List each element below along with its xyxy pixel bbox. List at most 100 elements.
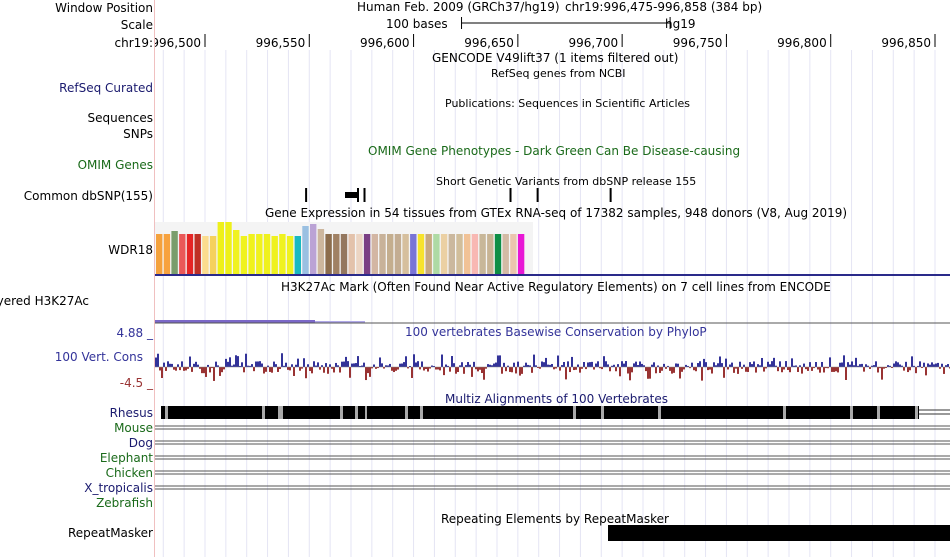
phylop-positive [567,361,569,367]
phylop-positive [841,362,843,367]
phylop-positive [633,363,635,367]
chicken-label[interactable]: Chicken [105,466,153,480]
phylop-negative [327,367,329,374]
phylop-positive [587,362,589,367]
window-position-label: Window Position [55,1,153,15]
omim-track-title[interactable]: OMIM Gene Phenotypes - Dark Green Can Be… [368,144,741,158]
phylop-negative [161,367,163,378]
phylop-positive [859,364,861,367]
phylop-negative [511,367,513,373]
phylop-negative [299,367,301,371]
phylop-positive [899,364,901,367]
refseq-track-label[interactable]: RefSeq Curated [59,81,153,95]
snps-track-label[interactable]: SNPs [123,127,153,141]
track-image[interactable]: Human Feb. 2009 (GRCh37/hg19) chr19:996,… [155,0,950,557]
zebrafish-label[interactable]: Zebrafish [96,496,153,510]
phylop-positive [809,362,811,367]
h3k27ac-track-label[interactable]: Layered H3K27Ac [0,294,89,308]
phylop-negative [305,367,307,379]
h3k27ac-track-title[interactable]: H3K27Ac Mark (Often Found Near Active Re… [281,280,831,294]
phylop-positive [207,364,209,367]
phylop-positive [347,361,349,367]
phylop-negative [323,367,325,373]
dbsnp-track-label[interactable]: Common dbSNP(155) [23,189,153,203]
phylop-track-title[interactable]: 100 vertebrates Basewise Conservation by… [405,325,707,339]
phylop-negative [737,367,739,374]
phylop-positive [913,365,915,367]
phylop-negative [455,367,457,374]
phylop-negative [881,367,883,380]
phylop-negative [837,367,839,373]
track-labels: Window Position Scale chr19: RefSeq Cura… [0,0,153,557]
cons-track-label[interactable]: 100 Vert. Cons [54,350,143,364]
phylop-positive [861,363,863,367]
dbsnp-track-title[interactable]: Short Genetic Variants from dbSNP releas… [436,175,697,188]
ruler-label: 996,500 [155,36,201,50]
phylop-negative [689,367,691,369]
phylop-positive [719,356,721,367]
publications-track-title[interactable]: Publications: Sequences in Scientific Ar… [445,97,690,110]
multiz-track-title[interactable]: Multiz Alignments of 100 Vertebrates [445,392,669,406]
gtex-tissue-bar [348,234,355,274]
gtex-tissue-bar [156,234,163,274]
gtex-tissue-bar [240,236,248,274]
gtex-tissue-bar [487,234,494,274]
phylop-negative [481,367,483,374]
gtex-tissue-bar [286,236,294,274]
repeatmasker-track-label[interactable]: RepeatMasker [67,526,153,540]
phylop-positive [545,357,547,367]
sequences-track-label[interactable]: Sequences [87,111,153,125]
phylop-positive [255,361,257,367]
phylop-negative [505,367,507,372]
elephant-label[interactable]: Elephant [99,451,153,465]
phylop-positive [873,365,875,367]
phylop-negative [425,367,427,370]
xtropicalis-label[interactable]: X_tropicalis [84,481,153,495]
phylop-positive [761,357,763,367]
phylop-positive [527,364,529,367]
phylop-positive [911,356,913,367]
phylop-negative [777,367,779,372]
gtex-tissue-bar [310,224,317,274]
phylop-negative [619,367,621,377]
phylop-positive [355,363,357,367]
mouse-label[interactable]: Mouse [114,421,153,435]
gtex-tissue-bar [186,234,194,274]
phylop-positive [189,356,191,367]
gtex-tissue-bar [302,226,309,274]
phylop-positive [353,363,355,367]
omim-track-label[interactable]: OMIM Genes [77,158,153,172]
wdr18-track-label[interactable]: WDR18 [108,243,153,257]
gtex-track-title[interactable]: Gene Expression in 54 tissues from GTEx … [265,206,848,220]
phylop-positive [929,364,931,367]
repeatmasker-track-title[interactable]: Repeating Elements by RepeatMasker [441,512,669,526]
gtex-tissue-bar [209,236,217,274]
refseq-track-title[interactable]: RefSeq genes from NCBI [491,67,626,80]
cons-min-label: -4.5 _ [119,376,153,390]
phylop-positive [677,363,679,367]
phylop-positive [157,353,159,367]
rhesus-alignment-gap [278,406,283,419]
phylop-negative [681,367,683,372]
phylop-negative [369,367,371,377]
rhesus-label[interactable]: Rhesus [109,406,153,420]
phylop-positive [547,364,549,367]
rhesus-alignment-gap [420,406,423,419]
phylop-positive [839,362,841,367]
phylop-positive [303,358,305,367]
phylop-negative [471,367,473,377]
dog-label[interactable]: Dog [128,436,153,450]
gencode-track-title[interactable]: GENCODE V49lift37 (1 items filtered out) [432,51,679,65]
phylop-negative [475,367,477,370]
phylop-positive [623,363,625,367]
phylop-negative [805,367,807,370]
phylop-negative [581,367,583,369]
phylop-negative [293,367,295,376]
dbsnp-variant [509,188,512,202]
phylop-positive [489,364,491,367]
gtex-tissue-bar [333,234,340,274]
label-divider [154,0,155,557]
rhesus-alignment-gap [850,406,853,419]
phylop-positive [749,362,751,367]
phylop-negative [827,367,829,369]
